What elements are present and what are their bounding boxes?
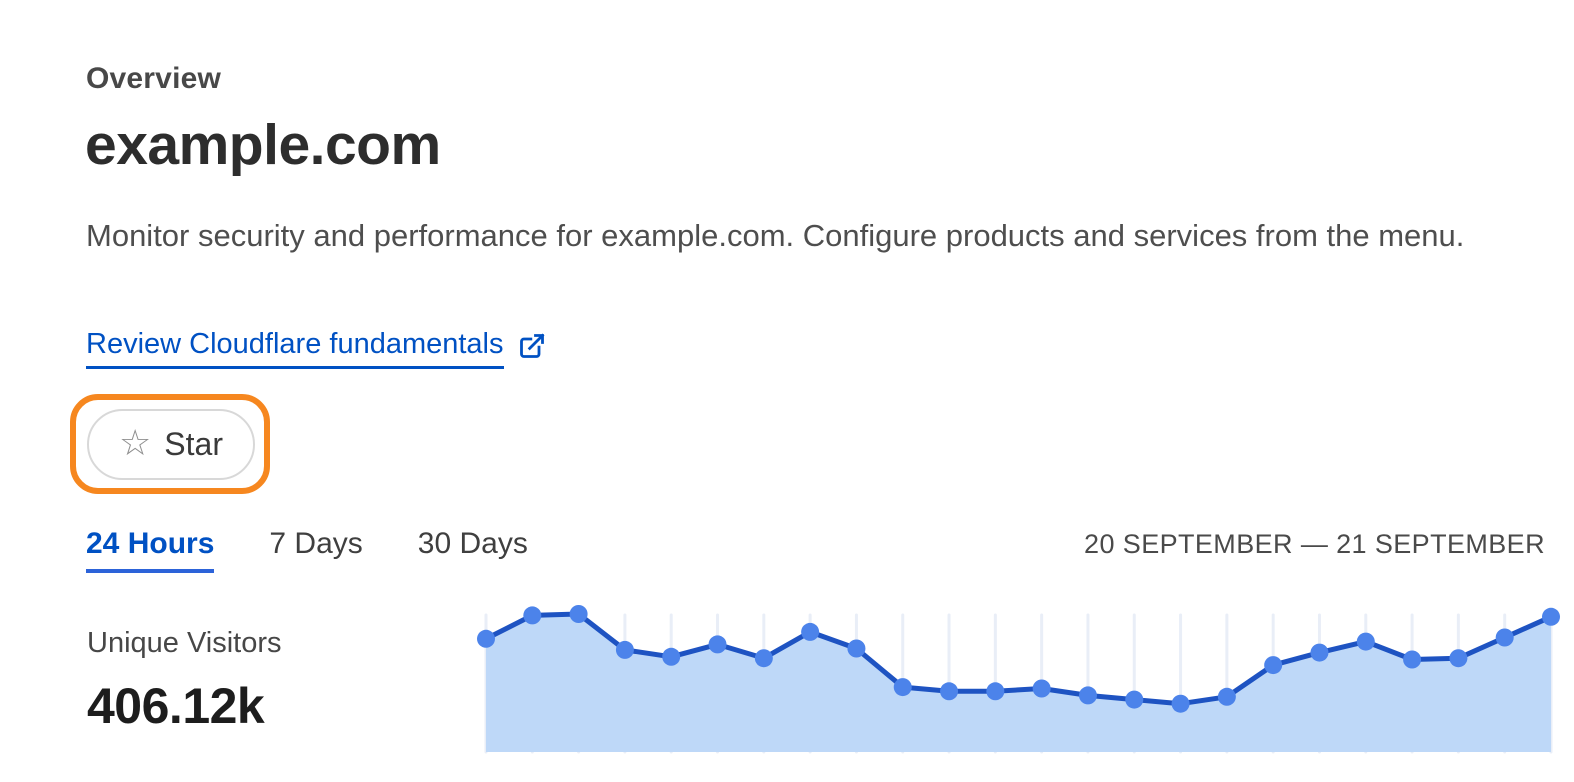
star-button-label: Star [164, 426, 223, 462]
page-title: example.com [85, 113, 441, 177]
chart-area-fill [486, 614, 1551, 752]
unique-visitors-label: Unique Visitors [87, 627, 282, 659]
page-description: Monitor security and performance for exa… [86, 218, 1465, 253]
unique-visitors-stat: Unique Visitors 406.12k [87, 627, 282, 735]
tab-30-days[interactable]: 30 Days [417, 527, 528, 560]
unique-visitors-chart[interactable] [477, 595, 1560, 782]
review-fundamentals-link-label[interactable]: Review Cloudflare fundamentals [86, 328, 504, 369]
chart-data-points [477, 605, 1560, 713]
unique-visitors-value: 406.12k [87, 678, 265, 734]
tab-24-hours[interactable]: 24 Hours [86, 527, 215, 573]
star-icon: ☆ [119, 421, 152, 463]
external-link-icon [518, 332, 546, 360]
tab-7-days[interactable]: 7 Days [269, 527, 363, 560]
date-range-label: 20 SEPTEMBER — 21 SEPTEMBER [1084, 529, 1545, 559]
page-eyebrow: Overview [86, 62, 222, 95]
review-fundamentals-link[interactable]: Review Cloudflare fundamentals [86, 328, 546, 369]
star-button[interactable]: ☆ Star [87, 409, 255, 480]
time-range-tabs: 24 Hours 7 Days 30 Days [86, 527, 528, 573]
